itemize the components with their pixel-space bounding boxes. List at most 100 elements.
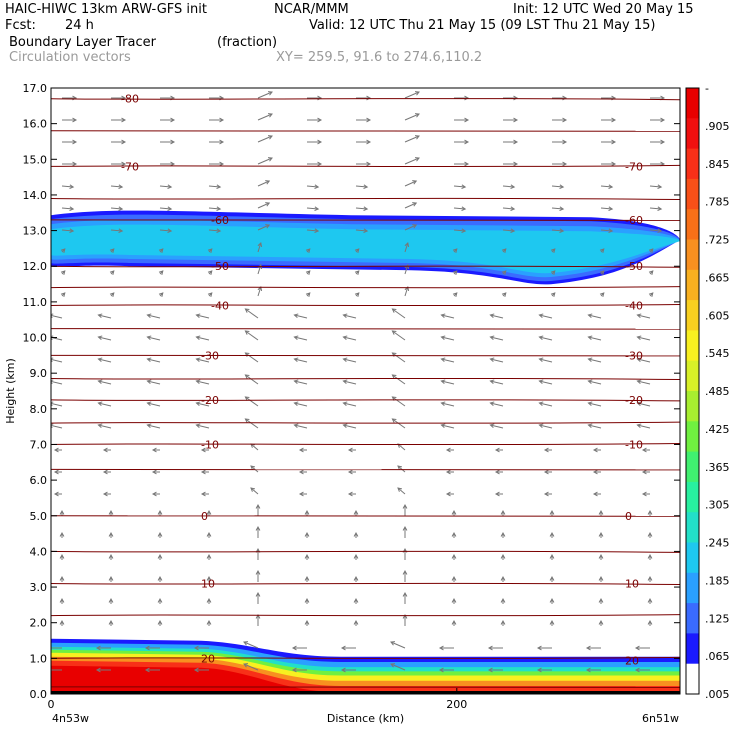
colorbar-label: .605 xyxy=(705,309,730,322)
circulation-vector xyxy=(390,663,406,671)
circulation-vector xyxy=(355,229,368,232)
vector-arrowhead xyxy=(608,184,614,190)
contour-label: -50 xyxy=(211,260,229,273)
vector-arrowhead xyxy=(550,292,556,297)
circulation-vector xyxy=(637,358,651,363)
circulation-vector xyxy=(245,374,259,385)
vector-arrowhead xyxy=(550,248,556,253)
circulation-vector xyxy=(637,402,651,407)
contour-label: -60 xyxy=(211,214,229,227)
vector-arrowhead xyxy=(414,157,420,162)
colorbar-label: .725 xyxy=(705,234,730,247)
colorbar-label: .785 xyxy=(705,196,730,209)
circulation-vector xyxy=(147,424,161,429)
vector-arrowhead xyxy=(660,139,666,145)
y-tick-label: 13.0 xyxy=(23,225,48,238)
colorbar-swatch xyxy=(686,633,699,665)
contour-label: -40 xyxy=(625,299,643,312)
vector-arrowhead xyxy=(108,619,114,625)
org-label: NCAR/MMM xyxy=(274,2,349,17)
vector-arrowhead xyxy=(157,553,163,559)
vector-arrowhead xyxy=(157,597,163,603)
circulation-vector xyxy=(243,663,259,671)
vector-arrowhead xyxy=(500,509,506,515)
circulation-vector xyxy=(159,185,172,188)
vector-arrowhead xyxy=(206,509,212,515)
vector-arrowhead xyxy=(293,401,299,407)
vector-arrowhead xyxy=(587,335,593,341)
vector-arrowhead xyxy=(451,575,457,581)
vector-arrowhead xyxy=(464,117,470,123)
circulation-vector xyxy=(539,380,553,385)
vector-arrowhead xyxy=(636,379,642,385)
circulation-vector xyxy=(208,207,221,210)
circulation-vector xyxy=(441,314,455,319)
contour-label: -30 xyxy=(625,349,643,362)
vector-arrowhead xyxy=(404,242,410,248)
vector-arrowhead xyxy=(587,401,593,407)
vector-arrowhead xyxy=(592,491,598,497)
vector-arrowhead xyxy=(97,335,103,341)
vector-arrowhead xyxy=(207,270,213,275)
model-title: HAIC-HIWC 13km ARW-GFS init xyxy=(5,2,207,17)
circulation-vector xyxy=(404,157,420,165)
vector-arrowhead xyxy=(293,335,299,341)
vector-arrowhead xyxy=(291,645,297,651)
temperature-contour xyxy=(51,442,680,446)
vector-arrowhead xyxy=(657,206,663,212)
circulation-vector xyxy=(98,336,112,341)
vector-arrowhead xyxy=(195,379,201,385)
vector-arrowhead xyxy=(151,491,157,497)
vector-arrowhead xyxy=(501,248,507,253)
vector-arrowhead xyxy=(195,423,201,429)
circulation-vector xyxy=(502,229,515,232)
circulation-vector xyxy=(441,358,455,363)
vector-arrowhead xyxy=(200,491,206,497)
vector-arrowhead xyxy=(206,597,212,603)
vector-arrowhead xyxy=(342,335,348,341)
vector-arrowhead xyxy=(494,491,500,497)
contour-label: -60 xyxy=(625,214,643,227)
vector-arrowhead xyxy=(97,357,103,363)
vector-arrowhead xyxy=(549,597,555,603)
y-tick-label: 5.0 xyxy=(30,510,48,523)
circulation-vector xyxy=(551,185,564,188)
vector-arrowhead xyxy=(636,423,642,429)
vector-arrowhead xyxy=(587,313,593,319)
contour-label: -70 xyxy=(121,160,139,173)
circulation-vector xyxy=(649,207,662,210)
vector-arrowhead xyxy=(489,423,495,429)
vector-arrowhead xyxy=(464,161,470,167)
vector-arrowhead xyxy=(500,619,506,625)
vector-arrowhead xyxy=(109,270,115,275)
circulation-vector xyxy=(196,336,210,341)
vector-arrowhead xyxy=(298,469,304,475)
x-tick-label: 200 xyxy=(446,698,467,711)
temperature-contour xyxy=(51,354,680,357)
valid-time: Valid: 12 UTC Thu 21 May 15 (09 LST Thu … xyxy=(309,18,656,33)
vector-arrowhead xyxy=(298,447,304,453)
vector-arrowhead xyxy=(598,575,604,581)
vector-arrowhead xyxy=(599,292,605,297)
vector-arrowhead xyxy=(451,553,457,559)
circulation-vector xyxy=(245,352,259,363)
vector-arrowhead xyxy=(353,619,359,625)
vector-arrowhead xyxy=(438,645,444,651)
vector-arrowhead xyxy=(108,509,114,515)
vector-arrowhead xyxy=(342,401,348,407)
vector-arrowhead xyxy=(146,379,152,385)
vector-arrowhead xyxy=(660,117,666,123)
vector-arrowhead xyxy=(562,139,568,145)
circulation-vector xyxy=(147,314,161,319)
vector-arrowhead xyxy=(500,553,506,559)
vector-arrowhead xyxy=(144,667,150,673)
colorbar-label: .545 xyxy=(705,347,730,360)
vector-arrowhead xyxy=(353,509,359,515)
temperature-contour xyxy=(51,265,680,268)
vector-arrowhead xyxy=(647,575,653,581)
vector-arrowhead xyxy=(59,509,65,515)
vector-arrowhead xyxy=(634,645,640,651)
vector-arrowhead xyxy=(200,469,206,475)
x-left-endpoint: 4n53w xyxy=(52,712,89,725)
vector-arrowhead xyxy=(404,286,410,292)
